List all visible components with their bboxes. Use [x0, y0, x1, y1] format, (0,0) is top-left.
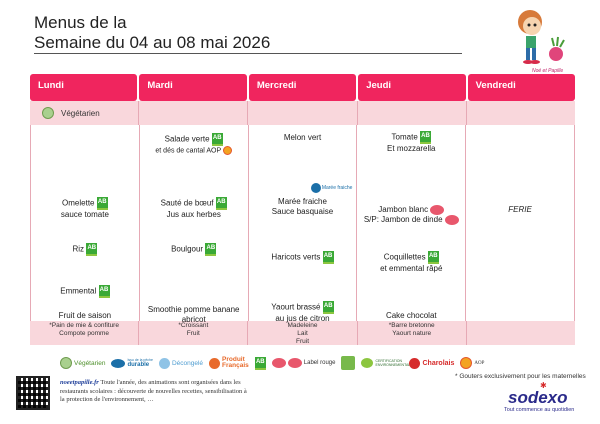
charolais-icon — [409, 357, 421, 369]
starter: Tomate AB Et mozzarella — [387, 131, 436, 153]
label-legend: Végétarien Issu de la pêche durable Déco… — [60, 356, 484, 370]
snack-jeudi: *Barre bretonne Yaourt nature — [358, 321, 467, 345]
fish-icon — [310, 183, 321, 193]
sodexo-logo: sodexo — [508, 388, 568, 407]
legend-peche-durable: Issu de la pêche durable — [111, 358, 153, 368]
label-rouge-icon — [271, 358, 286, 368]
legend-ecocert — [341, 356, 356, 370]
organic-ab-icon: AB — [427, 251, 439, 264]
theme-row: Végétarien — [30, 101, 575, 125]
title-line-1: Menus de la — [34, 13, 127, 32]
theme-cell-jeudi — [358, 101, 467, 125]
side-dish: Boulgour AB — [140, 243, 248, 256]
legend-decongele: Décongelé — [158, 357, 203, 369]
page-title: Menus de la Semaine du 04 au 08 mai 2026 — [34, 13, 270, 53]
menu-column-lundi: Omelette AB sauce tomate Riz AB Emmental… — [30, 125, 139, 321]
snack-lundi: *Pain de mie & confiture Compote pomme — [30, 321, 140, 345]
legend-aop: AOP — [460, 357, 484, 369]
info-text: noeetpapille.fr Toute l'année, des anima… — [60, 379, 247, 403]
title-underline — [34, 53, 462, 54]
organic-ab-icon: AB — [215, 197, 227, 210]
organic-ab-icon: AB — [98, 285, 110, 298]
snack-vendredi — [467, 321, 575, 345]
ecocert-icon — [341, 356, 356, 370]
theme-cell-mercredi — [248, 101, 358, 125]
holiday-note: FERIE — [508, 205, 532, 214]
snack-mardi: *Croissant Fruit — [139, 321, 249, 345]
day-header-lundi: Lundi — [30, 74, 138, 101]
footnote: * Gouters exclusivement pour les materne… — [455, 373, 586, 380]
menu-column-vendredi: FERIE — [465, 125, 575, 321]
main-dish: Sauté de bœuf AB Jus aux herbes — [160, 197, 227, 219]
label-rouge-icon — [287, 358, 302, 368]
mascot-caption: Noé et Papille — [532, 68, 564, 74]
day-header-jeudi: Jeudi — [358, 74, 466, 101]
day-header-vendredi: Vendredi — [467, 74, 576, 101]
vegetarian-icon — [60, 357, 72, 369]
title-line-2: Semaine du 04 au 08 mai 2026 — [34, 33, 271, 52]
aop-icon — [222, 146, 232, 155]
dessert: Fruit de saison — [58, 311, 112, 320]
dessert: Smoothie pomme banane abricot — [147, 305, 240, 324]
legend-bio: AB — [254, 356, 266, 370]
menu-grid: Lundi Mardi Mercredi Jeudi Vendredi Végé… — [30, 74, 576, 345]
label-rouge-icon — [430, 205, 445, 215]
starter: Salade verte AB et dés de cantal AOP — [140, 133, 248, 156]
snowflake-icon — [158, 357, 170, 369]
fish-wave-icon — [111, 358, 126, 368]
menu-column-mercredi: Melon vert Marée fraiche Marée fraiche S… — [247, 125, 357, 323]
legend-produit-francais: Produit Français — [209, 356, 249, 369]
qr-code[interactable] — [16, 376, 50, 410]
side-dish: Coquillettes AB et emmental râpé — [380, 251, 443, 273]
organic-ab-icon: AB — [322, 251, 334, 264]
theme-cell-vendredi — [467, 101, 575, 125]
theme-cell-lundi: Végétarien — [30, 101, 140, 125]
organic-ab-icon: AB — [205, 243, 217, 256]
side-dish: Riz AB — [31, 243, 139, 256]
dessert: Yaourt brassé AB au jus de citron — [271, 301, 334, 323]
label-rouge-icon — [444, 215, 459, 226]
main-dish: Marée fraiche Marée fraiche Sauce basqua… — [271, 183, 353, 216]
website-link[interactable]: noeetpapille.fr — [60, 379, 99, 386]
legend-vegetarien: Végétarien — [60, 357, 105, 369]
organic-ab-icon: AB — [211, 133, 223, 146]
day-header-mardi: Mardi — [139, 74, 247, 101]
snack-mercredi: Madeleine Lait Fruit — [248, 321, 358, 345]
menu-column-mardi: Salade verte AB et dés de cantal AOP Sau… — [138, 125, 248, 324]
organic-ab-icon: AB — [322, 301, 334, 314]
starter: Melon vert — [283, 133, 322, 142]
aop-icon — [460, 357, 473, 369]
main-dish: Omelette AB sauce tomate — [60, 197, 109, 219]
certification-icon — [361, 358, 374, 368]
legend-charolais: Charolais — [409, 357, 454, 369]
cheese: Emmental AB — [31, 285, 139, 298]
organic-ab-icon: AB — [96, 197, 108, 210]
legend-label-rouge: Label rouge — [271, 358, 335, 368]
sodexo-star-icon: ✱ — [540, 381, 547, 390]
menu-column-jeudi: Tomate AB Et mozzarella Jambon blanc S/P… — [356, 125, 465, 321]
organic-ab-icon: AB — [86, 243, 98, 256]
main-dish: Jambon blanc S/P: Jambon de dinde — [357, 205, 465, 226]
mascot-illustration — [518, 10, 565, 64]
menu-body-row: Omelette AB sauce tomate Riz AB Emmental… — [30, 125, 575, 324]
day-header-mercredi: Mercredi — [248, 74, 357, 101]
snack-row: *Pain de mie & confiture Compote pomme *… — [30, 321, 575, 345]
side-dish: Haricots verts AB — [249, 251, 357, 264]
theme-cell-mardi — [139, 101, 249, 125]
dessert: Cake chocolat — [385, 311, 437, 320]
organic-ab-icon: AB — [254, 356, 266, 370]
organic-ab-icon: AB — [420, 131, 432, 144]
theme-label: Végétarien — [61, 108, 100, 118]
france-map-icon — [209, 357, 221, 369]
legend-certification-environnementale: CERTIFICATION ENVIRONNEMENTALE — [361, 358, 413, 368]
sodexo-tagline: Tout commence au quotidien — [504, 407, 575, 413]
day-header-row: Lundi Mardi Mercredi Jeudi Vendredi — [30, 74, 576, 101]
maree-fraiche-label: Marée fraiche — [310, 183, 352, 193]
vegetarian-icon — [42, 107, 54, 119]
